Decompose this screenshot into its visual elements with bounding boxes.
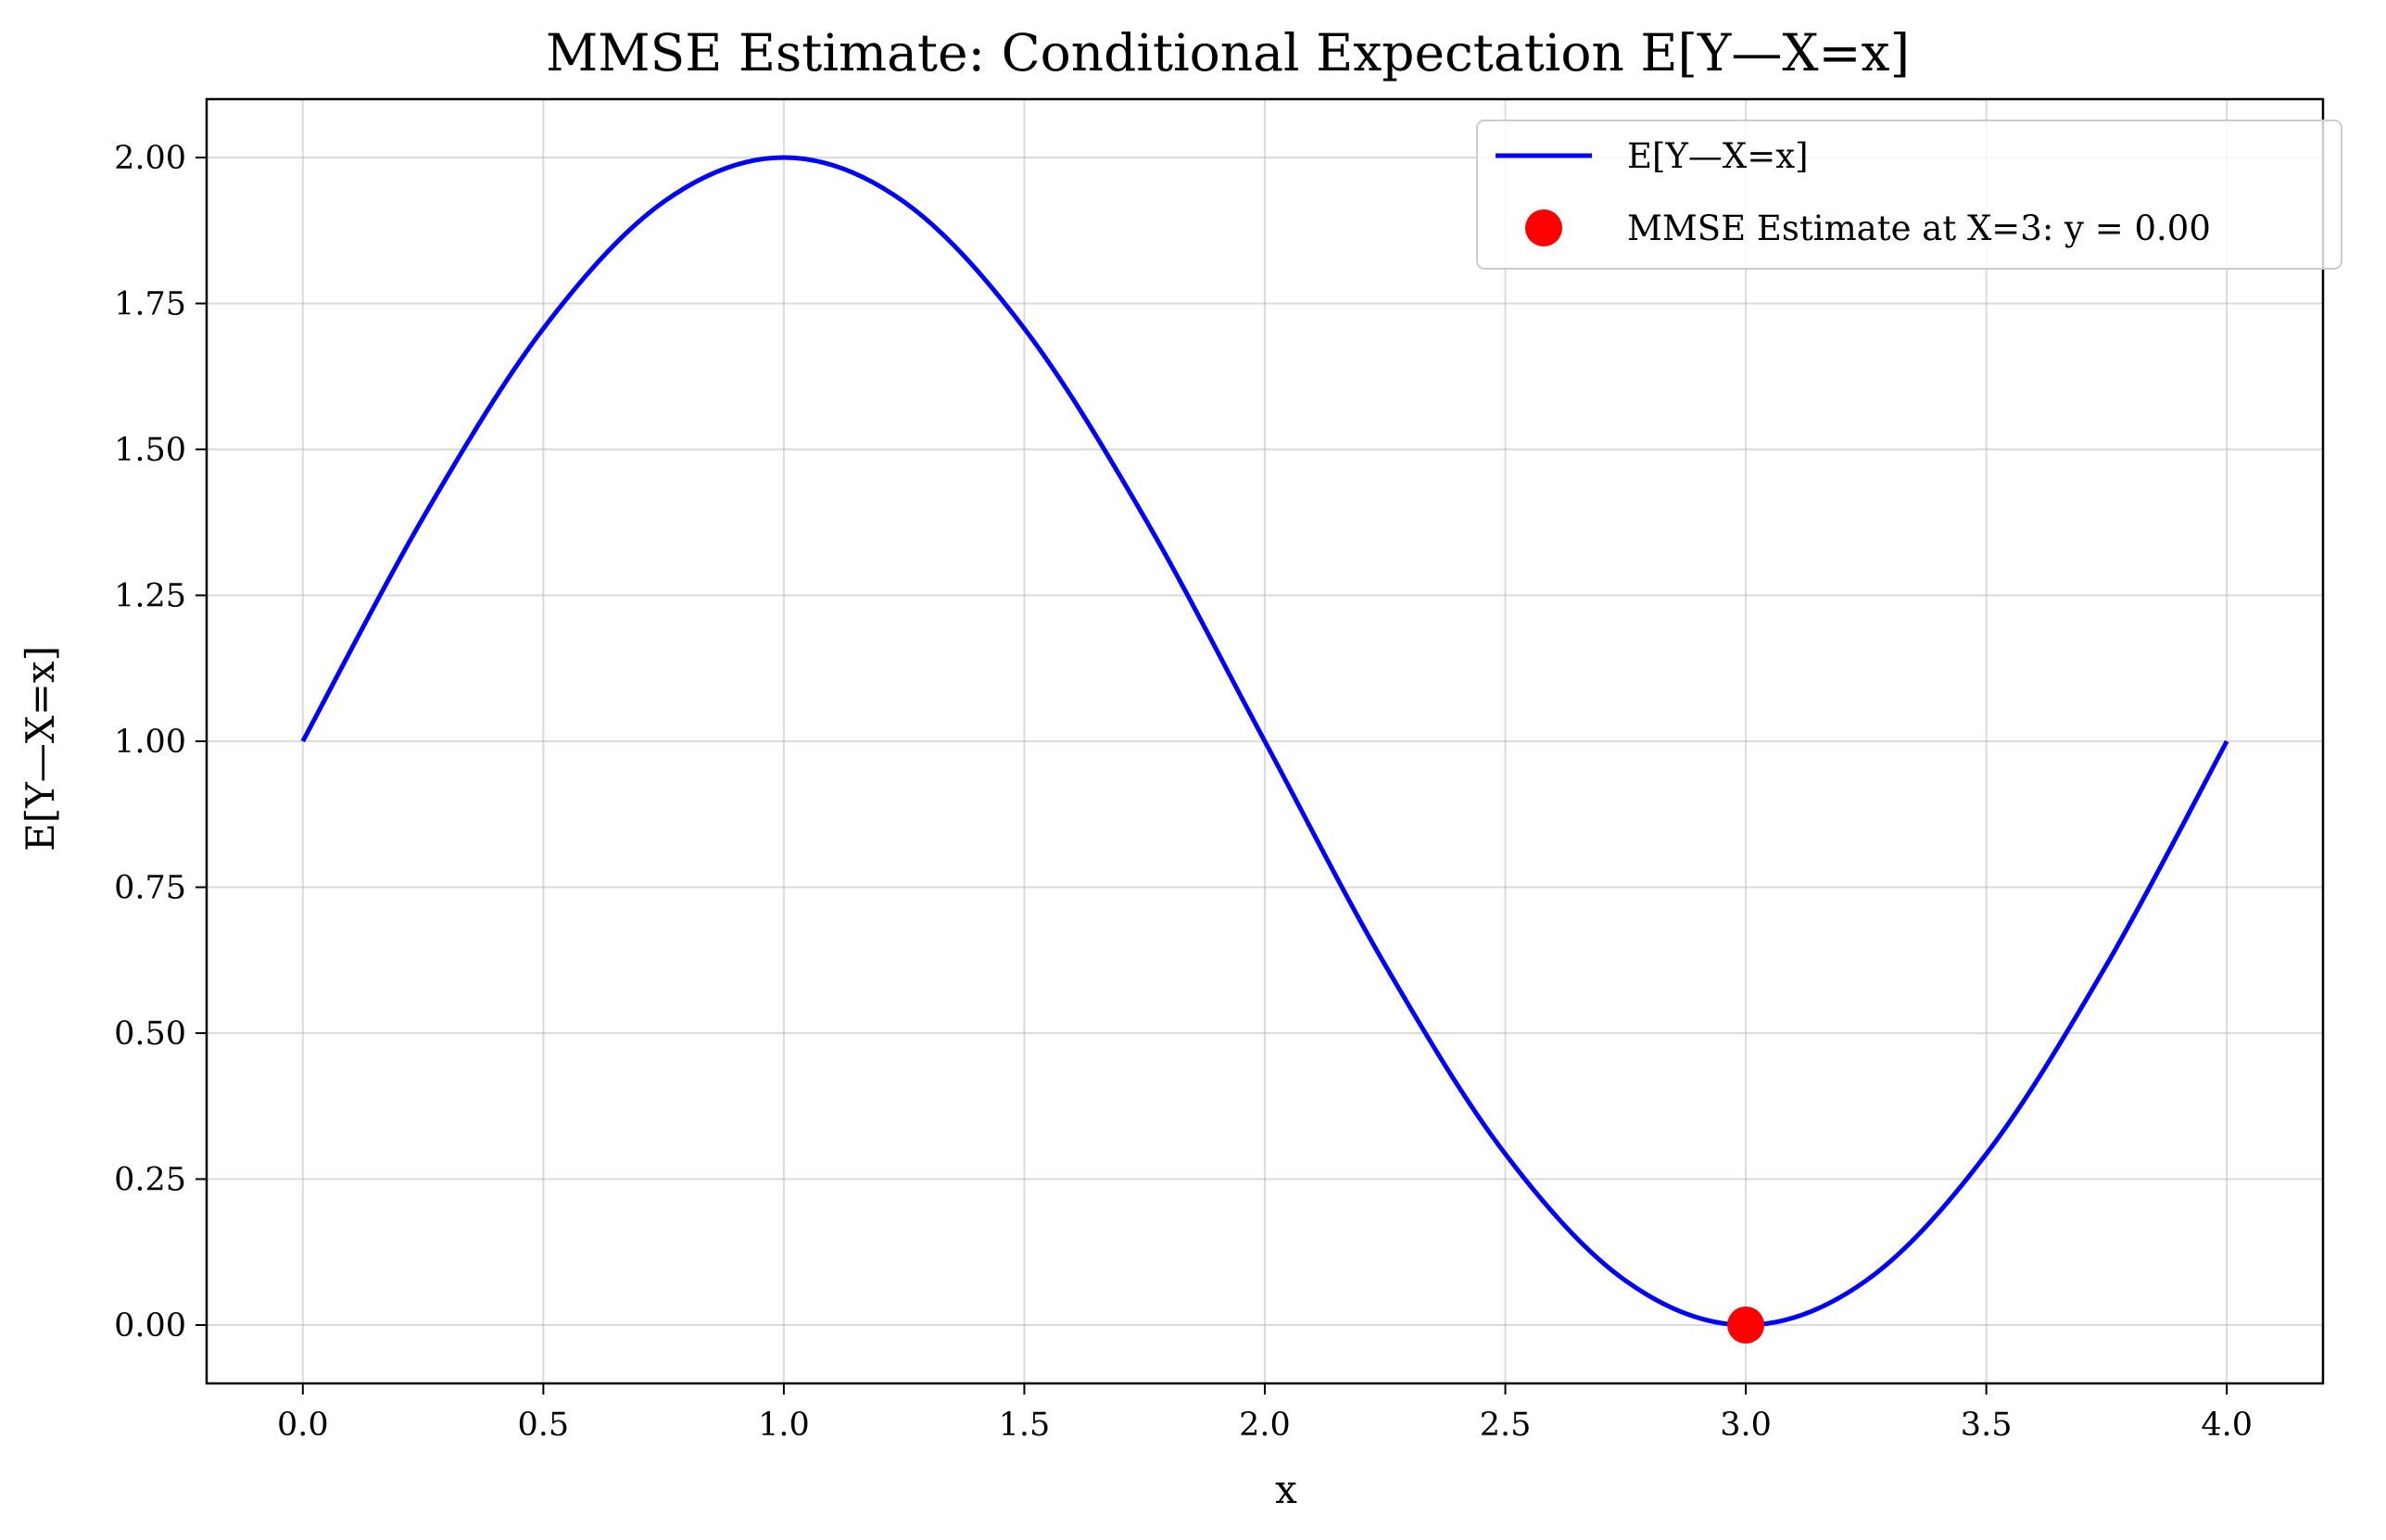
x-tick-label: 3.5 (1961, 1407, 2013, 1444)
y-tick-label: 0.75 (114, 870, 186, 907)
x-axis-title: x (1275, 1467, 1297, 1512)
y-tick-label: 0.50 (114, 1016, 186, 1053)
x-tick-label: 2.5 (1480, 1407, 1532, 1444)
y-tick-label: 1.00 (114, 724, 186, 761)
legend-label-point: MMSE Estimate at X=3: y = 0.00 (1627, 208, 2211, 248)
y-tick-label: 0.00 (114, 1307, 186, 1344)
ticks: 0.0 0.5 1.0 1.5 2.0 2.5 3.0 3.5 4.0 0.00 0.25 0.50 0… (114, 140, 2253, 1444)
y-tick-label: 1.50 (114, 432, 186, 469)
x-tick-label: 3.0 (1720, 1407, 1772, 1444)
y-tick-label: 0.25 (114, 1162, 186, 1199)
legend-box (1476, 120, 2342, 270)
x-tick-label: 0.0 (277, 1407, 329, 1444)
x-tick-label: 1.5 (999, 1407, 1051, 1444)
y-tick-label: 1.75 (114, 286, 186, 323)
x-tick-label: 1.0 (758, 1407, 810, 1444)
series-layer (300, 155, 2229, 1328)
x-tick-label: 0.5 (518, 1407, 570, 1444)
legend-point-swatch (1525, 209, 1562, 246)
x-tick-label: 2.0 (1239, 1407, 1291, 1444)
legend: E[Y—X=x] MMSE Estimate at X=3: y = 0.00 (1476, 120, 2342, 270)
y-tick-label: 1.25 (114, 578, 186, 615)
x-tick-label: 4.0 (2201, 1407, 2253, 1444)
series-line (300, 155, 2229, 1328)
points-layer (1727, 1306, 1765, 1344)
legend-label-series: E[Y—X=x] (1627, 136, 1809, 176)
chart-title: MMSE Estimate: Conditional Expectation E… (546, 23, 1910, 82)
y-axis-title: E[Y—X=x] (18, 646, 63, 852)
mmse-estimate-point (1727, 1306, 1765, 1344)
y-tick-label: 2.00 (114, 140, 186, 177)
